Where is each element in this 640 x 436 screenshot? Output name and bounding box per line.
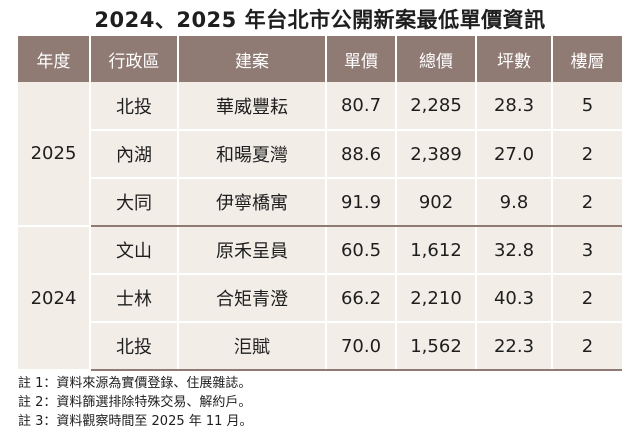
header-floor: 樓層 (552, 36, 622, 82)
total-price-cell: 902 (396, 178, 477, 227)
area-cell: 40.3 (476, 274, 553, 323)
floor-cell: 2 (552, 130, 622, 179)
district-cell: 北投 (90, 82, 179, 131)
footnote-filter: 註 2：資料篩選排除特殊交易、解約戶。 (18, 395, 252, 410)
footnote-period: 註 3：資料觀察時間至 2025 年 11 月。 (18, 414, 253, 429)
table-row: 大同 伊寧橋寓 91.9 902 9.8 2 (18, 178, 622, 227)
table-row: 內湖 和暘夏灣 88.6 2,389 27.0 2 (18, 130, 622, 179)
table-row: 北投 洰賦 70.0 1,562 22.3 2 (18, 322, 622, 371)
project-cell: 合矩青澄 (178, 274, 327, 323)
header-project: 建案 (178, 36, 327, 82)
floor-cell: 2 (552, 322, 622, 371)
area-cell: 22.3 (476, 322, 553, 371)
price-table: 年度 行政區 建案 單價 總價 坪數 樓層 2025 北投 華威豐耘 80.7 … (18, 36, 622, 371)
unit-price-cell: 70.0 (326, 322, 397, 371)
floor-cell: 2 (552, 178, 622, 227)
footnotes: 註 1：資料來源為實價登錄、住展雜誌。 註 2：資料篩選排除特殊交易、解約戶。 … (18, 374, 622, 431)
year-cell: 2024 (18, 226, 91, 371)
project-cell: 洰賦 (178, 322, 327, 371)
unit-price-cell: 80.7 (326, 82, 397, 131)
project-cell: 華威豐耘 (178, 82, 327, 131)
header-area: 坪數 (476, 36, 553, 82)
year-cell: 2025 (18, 82, 91, 227)
footnote-source: 註 1：資料來源為實價登錄、住展雜誌。 (18, 376, 252, 391)
total-price-cell: 2,389 (396, 130, 477, 179)
project-cell: 和暘夏灣 (178, 130, 327, 179)
unit-price-cell: 88.6 (326, 130, 397, 179)
area-cell: 9.8 (476, 178, 553, 227)
header-year: 年度 (18, 36, 91, 82)
area-cell: 27.0 (476, 130, 553, 179)
total-price-cell: 2,285 (396, 82, 477, 131)
area-cell: 28.3 (476, 82, 553, 131)
floor-cell: 3 (552, 226, 622, 275)
total-price-cell: 2,210 (396, 274, 477, 323)
district-cell: 北投 (90, 322, 179, 371)
header-district: 行政區 (90, 36, 179, 82)
header-total-price: 總價 (396, 36, 477, 82)
unit-price-cell: 66.2 (326, 274, 397, 323)
total-price-cell: 1,562 (396, 322, 477, 371)
table-header-row: 年度 行政區 建案 單價 總價 坪數 樓層 (18, 36, 622, 82)
district-cell: 大同 (90, 178, 179, 227)
table-row: 士林 合矩青澄 66.2 2,210 40.3 2 (18, 274, 622, 323)
floor-cell: 2 (552, 274, 622, 323)
table-row: 2024 文山 原禾呈員 60.5 1,612 32.8 3 (18, 226, 622, 371)
district-cell: 士林 (90, 274, 179, 323)
district-cell: 文山 (90, 226, 179, 275)
unit-price-cell: 91.9 (326, 178, 397, 227)
floor-cell: 5 (552, 82, 622, 131)
table-row: 2025 北投 華威豐耘 80.7 2,285 28.3 5 (18, 82, 622, 227)
page-title: 2024、2025 年台北市公開新案最低單價資訊 (94, 8, 546, 32)
total-price-cell: 1,612 (396, 226, 477, 275)
header-unit-price: 單價 (326, 36, 397, 82)
project-cell: 原禾呈員 (178, 226, 327, 275)
unit-price-cell: 60.5 (326, 226, 397, 275)
district-cell: 內湖 (90, 130, 179, 179)
area-cell: 32.8 (476, 226, 553, 275)
project-cell: 伊寧橋寓 (178, 178, 327, 227)
